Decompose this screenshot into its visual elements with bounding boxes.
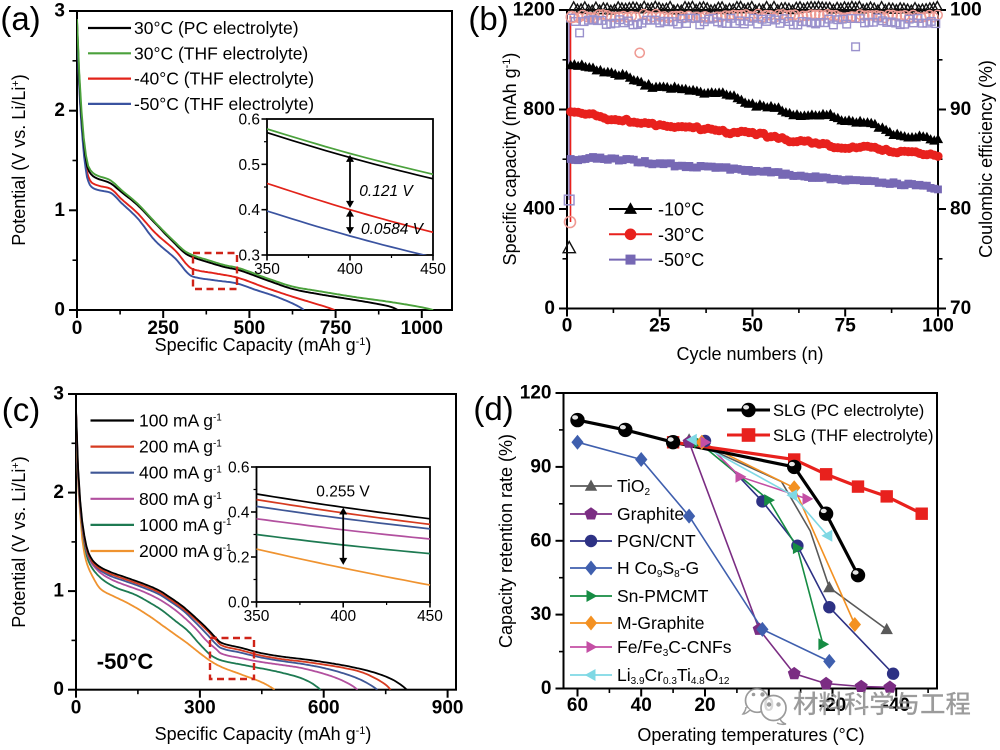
svg-text:M-Graphite: M-Graphite [617, 613, 705, 633]
svg-text:0.2: 0.2 [228, 550, 250, 567]
svg-text:250: 250 [147, 318, 179, 339]
svg-text:60: 60 [530, 530, 551, 551]
svg-text:0.3: 0.3 [238, 248, 260, 265]
svg-text:800: 800 [523, 99, 555, 120]
svg-text:30: 30 [530, 604, 551, 625]
svg-text:600: 600 [308, 698, 340, 719]
svg-text:Sn-PMCMT: Sn-PMCMT [617, 586, 709, 606]
svg-text:0: 0 [54, 300, 65, 321]
svg-text:1: 1 [53, 581, 64, 602]
svg-text:75: 75 [835, 316, 857, 337]
svg-text:Specific capacity (mAh g-1​): Specific capacity (mAh g-1​) [500, 53, 520, 266]
svg-text:-50°C (THF electrolyte): -50°C (THF electrolyte) [134, 94, 314, 114]
svg-text:300: 300 [184, 698, 216, 719]
svg-text:100 mA g-1​: 100 mA g-1​ [139, 411, 222, 431]
svg-text:350: 350 [254, 261, 280, 278]
svg-text:(a): (a) [0, 0, 40, 37]
svg-text:Li3.9​Cr0.3​Ti4.8​O12​: Li3.9​Cr0.3​Ti4.8​O12​ [617, 665, 730, 687]
svg-text:500: 500 [234, 318, 266, 339]
svg-text:TiO2​: TiO2​ [617, 476, 651, 498]
svg-text:1200: 1200 [513, 0, 555, 21]
svg-text:0.6: 0.6 [238, 112, 260, 129]
svg-text:1000 mA g-1​: 1000 mA g-1​ [139, 515, 232, 535]
svg-text:0.6: 0.6 [228, 460, 250, 477]
svg-text:450: 450 [420, 261, 446, 278]
svg-text:0.255 V: 0.255 V [316, 484, 370, 501]
svg-text:0.5: 0.5 [238, 157, 260, 174]
svg-text:0.121 V: 0.121 V [359, 183, 414, 200]
svg-text:-10°C: -10°C [658, 200, 704, 220]
svg-text:Coulombic efficiency (%): Coulombic efficiency (%) [976, 60, 996, 258]
svg-text:900: 900 [432, 698, 464, 719]
svg-text:0: 0 [72, 318, 83, 339]
svg-text:100: 100 [950, 0, 982, 21]
svg-text:0.0584 V: 0.0584 V [361, 221, 425, 238]
svg-text:0.0: 0.0 [228, 595, 250, 612]
svg-text:70: 70 [950, 298, 971, 319]
svg-text:3: 3 [54, 1, 65, 22]
svg-text:Capacity retention rate (%): Capacity retention rate (%) [496, 434, 516, 648]
svg-text:400 mA g-1​: 400 mA g-1​ [139, 463, 222, 483]
svg-text:90: 90 [530, 456, 551, 477]
svg-text:Cycle numbers (n): Cycle numbers (n) [676, 344, 823, 364]
svg-text:H Co9​S8​-G: H Co9​S8​-G [617, 558, 699, 580]
svg-text:400: 400 [330, 608, 356, 625]
svg-text:Potential (V vs. Li/Li+​): Potential (V vs. Li/Li+​) [9, 456, 29, 628]
svg-text:(d): (d) [473, 390, 513, 427]
svg-text:1: 1 [54, 200, 65, 221]
svg-text:0.4: 0.4 [228, 505, 250, 522]
svg-text:750: 750 [320, 318, 352, 339]
svg-text:Potential (V vs. Li/Li+​): Potential (V vs. Li/Li+​) [9, 74, 29, 246]
svg-text:Specific Capacity (mAh g-1​): Specific Capacity (mAh g-1​) [155, 335, 372, 355]
svg-text:-50°C: -50°C [658, 250, 704, 270]
svg-text:450: 450 [417, 608, 443, 625]
svg-text:0: 0 [53, 679, 64, 700]
svg-text:SLG (THF electrolyte): SLG (THF electrolyte) [773, 427, 933, 445]
svg-text:120: 120 [520, 383, 552, 404]
svg-text:2: 2 [53, 482, 64, 503]
svg-text:30°C (THF electrolyte): 30°C (THF electrolyte) [134, 43, 308, 63]
svg-text:0: 0 [562, 316, 573, 337]
svg-text:(c): (c) [2, 391, 40, 428]
svg-text:200 mA g-1​: 200 mA g-1​ [139, 437, 222, 457]
svg-text:0: 0 [71, 698, 82, 719]
svg-text:20: 20 [694, 695, 715, 716]
svg-text:SLG (PC electrolyte): SLG (PC electrolyte) [773, 402, 924, 420]
svg-text:Graphite: Graphite [617, 504, 684, 524]
svg-text:(b): (b) [468, 0, 508, 37]
svg-text:2000 mA g-1​: 2000 mA g-1​ [139, 541, 232, 561]
svg-text:800 mA g-1​: 800 mA g-1​ [139, 489, 222, 509]
svg-text:400: 400 [337, 261, 363, 278]
svg-text:-40°C (THF electrolyte): -40°C (THF electrolyte) [134, 69, 314, 89]
svg-text:1000: 1000 [401, 318, 443, 339]
svg-text:100: 100 [922, 316, 954, 337]
svg-text:40: 40 [631, 695, 652, 716]
svg-text:3: 3 [53, 384, 64, 405]
svg-text:350: 350 [244, 608, 270, 625]
svg-text:2: 2 [54, 100, 65, 121]
svg-text:60: 60 [567, 695, 588, 716]
svg-text:25: 25 [649, 316, 671, 337]
svg-text:30°C (PC electrolyte): 30°C (PC electrolyte) [134, 18, 299, 38]
svg-text:90: 90 [950, 99, 971, 120]
svg-text:0: 0 [544, 298, 555, 319]
svg-text:PGN/CNT: PGN/CNT [617, 531, 696, 551]
svg-text:-40: -40 [883, 695, 910, 716]
svg-text:400: 400 [523, 199, 555, 220]
svg-text:0: 0 [541, 678, 552, 699]
svg-text:-50°C: -50°C [97, 649, 154, 674]
svg-text:Fe/Fe3​C-CNFs: Fe/Fe3​C-CNFs [617, 637, 732, 659]
svg-text:0.4: 0.4 [238, 202, 260, 219]
svg-text:Operating temperatures (°C): Operating temperatures (°C) [637, 725, 864, 745]
svg-text:Specific Capacity (mAh g-1​): Specific Capacity (mAh g-1​) [155, 724, 372, 744]
svg-text:-30°C: -30°C [658, 225, 704, 245]
svg-text:50: 50 [742, 316, 763, 337]
svg-text:80: 80 [950, 199, 971, 220]
